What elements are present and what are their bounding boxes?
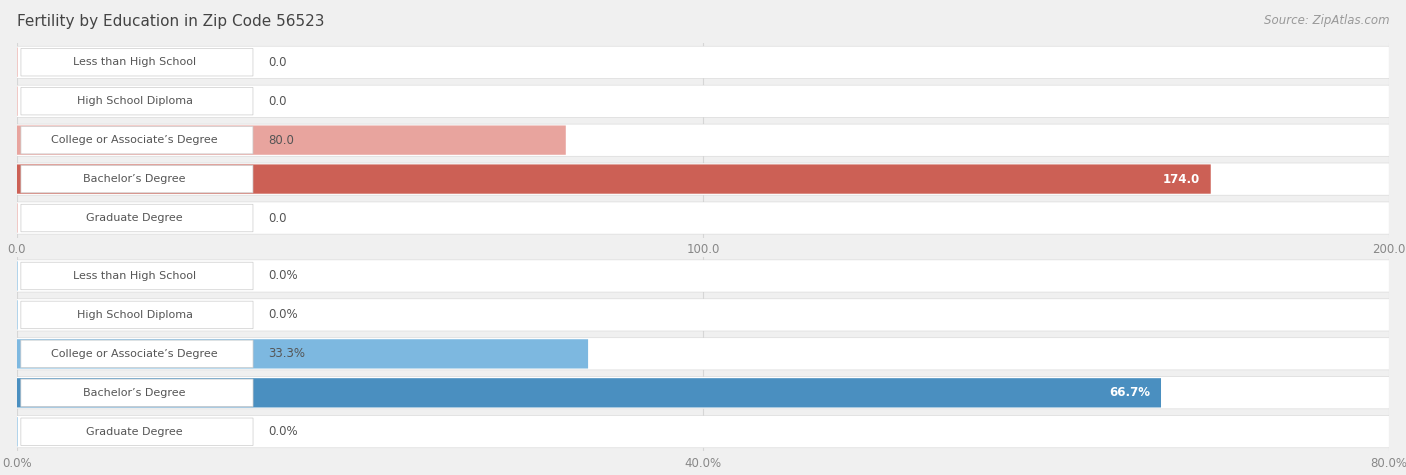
Text: College or Associate’s Degree: College or Associate’s Degree [51,349,218,359]
Text: Less than High School: Less than High School [73,57,195,67]
FancyBboxPatch shape [17,339,588,369]
FancyBboxPatch shape [17,299,1389,331]
FancyBboxPatch shape [17,46,1389,78]
Text: Bachelor’s Degree: Bachelor’s Degree [83,174,186,184]
FancyBboxPatch shape [17,377,1389,409]
FancyBboxPatch shape [21,301,253,329]
Text: 80.0: 80.0 [269,133,294,147]
FancyBboxPatch shape [17,85,1389,117]
Text: Graduate Degree: Graduate Degree [86,427,183,437]
Text: Bachelor’s Degree: Bachelor’s Degree [83,388,186,398]
FancyBboxPatch shape [17,125,565,155]
FancyBboxPatch shape [21,379,253,407]
Text: College or Associate’s Degree: College or Associate’s Degree [51,135,218,145]
FancyBboxPatch shape [17,163,1389,195]
FancyBboxPatch shape [17,202,1389,234]
FancyBboxPatch shape [17,124,1389,156]
FancyBboxPatch shape [21,48,253,76]
FancyBboxPatch shape [17,378,1161,408]
FancyBboxPatch shape [17,416,1389,448]
Text: Fertility by Education in Zip Code 56523: Fertility by Education in Zip Code 56523 [17,14,325,29]
Text: 0.0: 0.0 [269,56,287,69]
FancyBboxPatch shape [21,87,253,115]
Text: 0.0: 0.0 [269,95,287,108]
FancyBboxPatch shape [17,260,1389,292]
FancyBboxPatch shape [21,262,253,290]
Text: 0.0%: 0.0% [269,425,298,438]
Text: High School Diploma: High School Diploma [76,310,193,320]
FancyBboxPatch shape [21,126,253,154]
FancyBboxPatch shape [21,165,253,193]
FancyBboxPatch shape [21,340,253,368]
FancyBboxPatch shape [21,204,253,232]
FancyBboxPatch shape [17,164,1211,194]
Text: 174.0: 174.0 [1163,172,1199,186]
Text: 66.7%: 66.7% [1109,386,1150,399]
FancyBboxPatch shape [17,338,1389,370]
Text: Graduate Degree: Graduate Degree [86,213,183,223]
Text: 0.0%: 0.0% [269,308,298,322]
Text: 0.0%: 0.0% [269,269,298,283]
Text: High School Diploma: High School Diploma [76,96,193,106]
Text: Less than High School: Less than High School [73,271,195,281]
Text: Source: ZipAtlas.com: Source: ZipAtlas.com [1264,14,1389,27]
Text: 33.3%: 33.3% [269,347,305,361]
Text: 0.0: 0.0 [269,211,287,225]
FancyBboxPatch shape [21,418,253,446]
